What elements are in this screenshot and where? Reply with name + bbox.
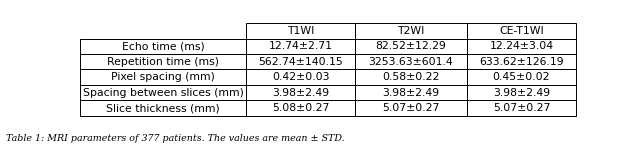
Text: Table 1: MRI parameters of 377 patients. The values are mean ± STD.: Table 1: MRI parameters of 377 patients.… [6,134,345,143]
